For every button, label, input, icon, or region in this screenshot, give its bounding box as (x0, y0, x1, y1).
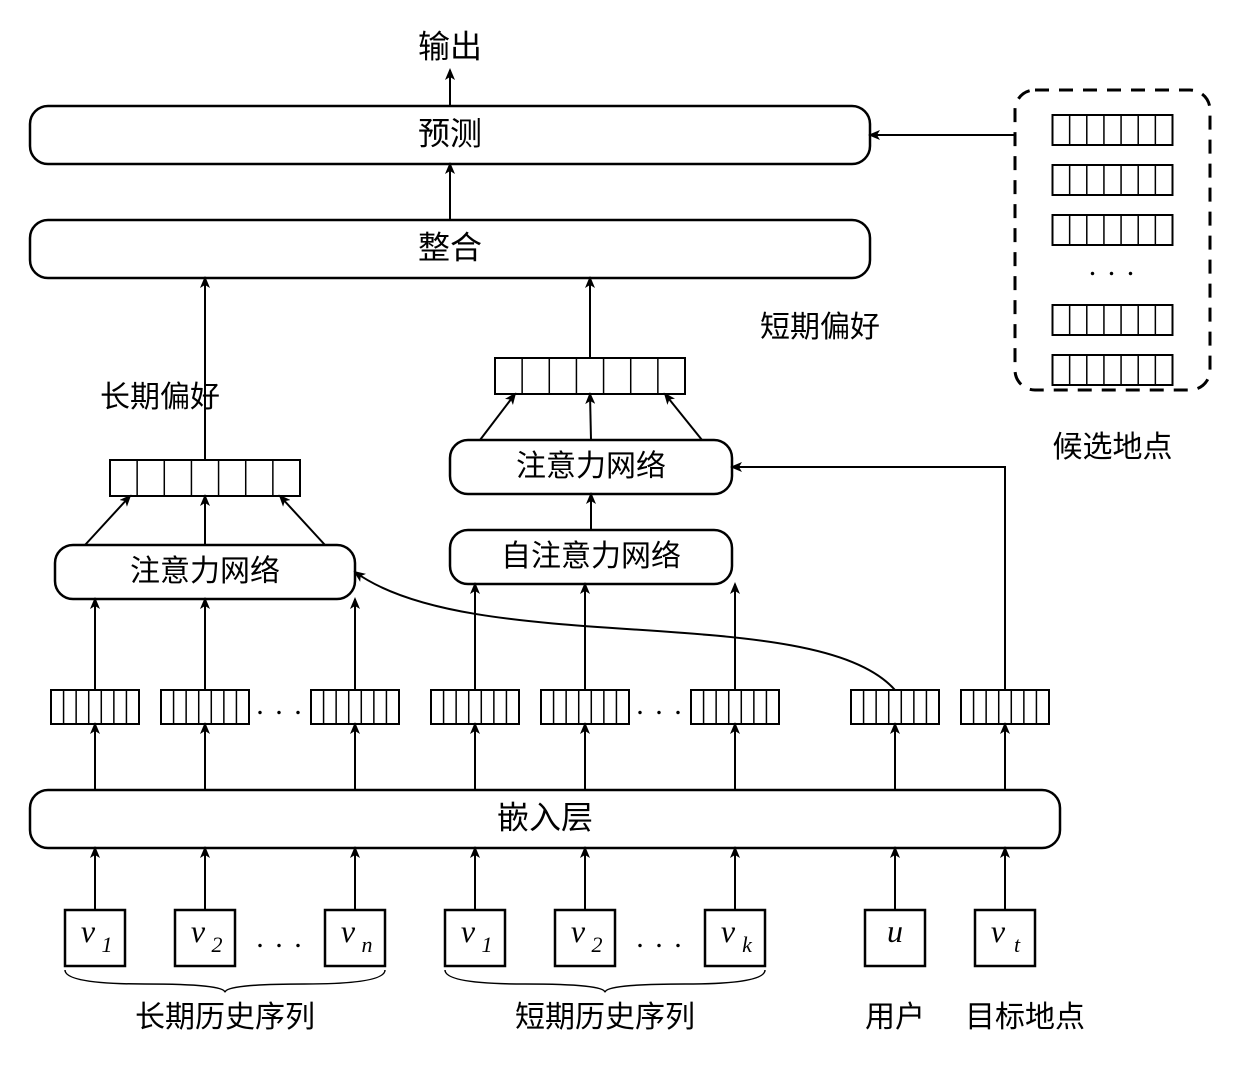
svg-text:v: v (721, 913, 736, 949)
svg-text:长期偏好: 长期偏好 (100, 381, 220, 414)
svg-text:v: v (571, 913, 586, 949)
svg-text:1: 1 (102, 932, 113, 957)
svg-text:u: u (887, 913, 903, 949)
svg-text:v: v (991, 913, 1006, 949)
svg-text:v: v (341, 913, 356, 949)
svg-text:2: 2 (592, 932, 603, 957)
svg-text:候选地点: 候选地点 (1053, 431, 1173, 464)
svg-text:短期历史序列: 短期历史序列 (515, 1001, 695, 1034)
svg-text:2: 2 (212, 932, 223, 957)
svg-text:v: v (461, 913, 476, 949)
svg-text:. . .: . . . (1089, 249, 1137, 282)
svg-text:注意力网络: 注意力网络 (130, 555, 280, 588)
svg-text:自注意力网络: 自注意力网络 (501, 540, 681, 573)
svg-text:注意力网络: 注意力网络 (516, 450, 666, 483)
svg-text:预测: 预测 (418, 115, 482, 151)
svg-text:v: v (191, 913, 206, 949)
svg-text:. . .: . . . (256, 688, 304, 721)
svg-text:t: t (1014, 932, 1021, 957)
svg-text:短期偏好: 短期偏好 (760, 311, 880, 344)
svg-text:. . .: . . . (636, 688, 684, 721)
svg-text:v: v (81, 913, 96, 949)
svg-text:k: k (742, 932, 753, 957)
svg-text:输出: 输出 (418, 28, 482, 64)
svg-text:嵌入层: 嵌入层 (497, 799, 593, 835)
svg-text:. . .: . . . (256, 921, 304, 954)
svg-text:用户: 用户 (865, 1001, 925, 1034)
svg-text:. . .: . . . (636, 921, 684, 954)
svg-text:目标地点: 目标地点 (965, 1001, 1085, 1034)
svg-text:长期历史序列: 长期历史序列 (135, 1001, 315, 1034)
svg-text:n: n (362, 932, 373, 957)
svg-text:整合: 整合 (418, 229, 482, 265)
svg-text:1: 1 (482, 932, 493, 957)
architecture-diagram: 输出预测整合长期偏好短期偏好注意力网络注意力网络自注意力网络嵌入层. . .. … (0, 0, 1240, 1081)
